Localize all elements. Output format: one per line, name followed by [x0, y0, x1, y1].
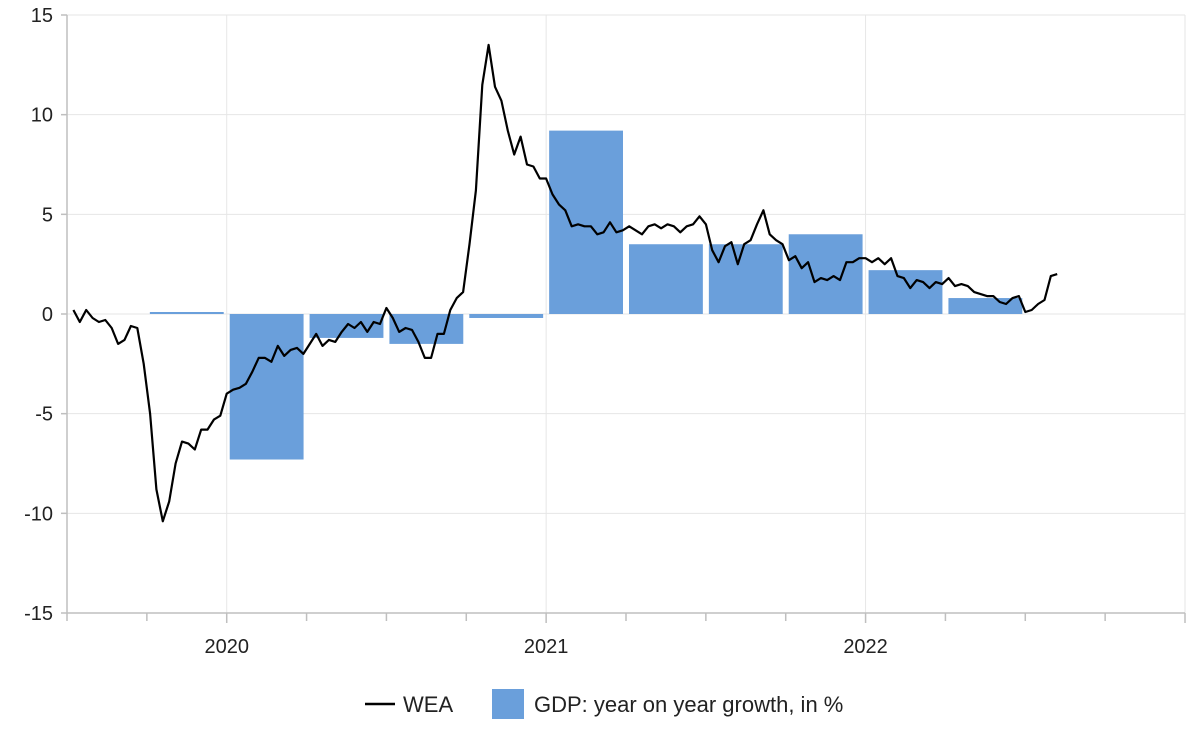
x-year-label: 2020 [204, 636, 249, 658]
x-year-label: 2022 [843, 636, 888, 658]
legend-gdp-label: GDP: year on year growth, in % [534, 692, 843, 717]
tick-labels: 15 10 5 0 -5 -10 -15 2020 2021 2022 [24, 5, 888, 658]
y-tick-label: 15 [31, 5, 53, 27]
gdp-bars [149, 130, 1023, 460]
gdp-bar [708, 244, 783, 314]
axis-layer [61, 14, 1186, 623]
wea-line [72, 43, 1058, 523]
y-tick-label: 10 [31, 105, 53, 127]
y-tick-label: 0 [42, 304, 53, 326]
gdp-bar [788, 234, 863, 314]
legend-gdp-swatch [492, 689, 524, 719]
x-year-label: 2021 [524, 636, 569, 658]
y-tick-label: -10 [24, 503, 53, 525]
y-tick-label: -15 [24, 603, 53, 625]
gdp-bar [549, 130, 623, 314]
y-tick-label: 5 [42, 204, 53, 226]
legend: WEA GDP: year on year growth, in % [365, 689, 843, 719]
legend-wea-label: WEA [403, 692, 453, 717]
gdp-bar [868, 270, 943, 314]
gdp-bar [629, 244, 703, 314]
gdp-bar [389, 314, 464, 344]
gdp-bar [469, 314, 544, 318]
gdp-bar [149, 312, 224, 314]
wea-line-layer [72, 43, 1058, 523]
y-tick-label: -5 [35, 404, 53, 426]
gdp-bar [948, 298, 1023, 314]
